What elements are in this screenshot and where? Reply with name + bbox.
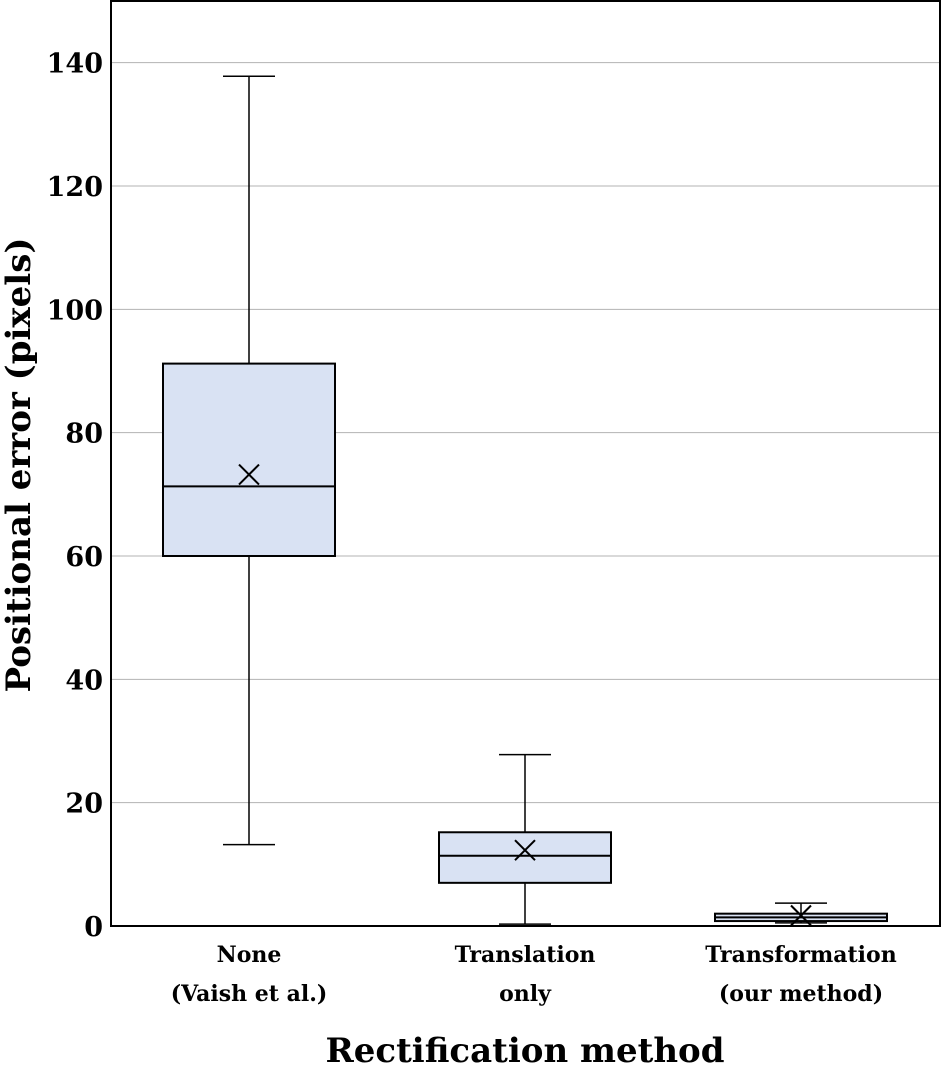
y-tick-label: 40 <box>65 665 103 696</box>
x-category-label-line2: only <box>499 981 552 1007</box>
mean-marker <box>238 463 260 486</box>
box-group <box>438 753 612 925</box>
box-group <box>714 902 888 927</box>
y-tick-labels: 0 20 40 60 80 100 120 140 <box>47 49 103 943</box>
mean-marker <box>514 839 536 861</box>
box-group <box>162 75 336 846</box>
mean-marker-stroke <box>514 839 536 861</box>
iqr-box <box>438 831 612 884</box>
mean-marker-stroke <box>238 463 260 486</box>
x-category-label-line2: (our method) <box>719 981 883 1007</box>
y-tick-label: 80 <box>65 419 103 450</box>
x-category-label-line1: None <box>217 942 282 968</box>
y-tick-label: 140 <box>47 49 103 80</box>
x-category-label-line2: (Vaish et al.) <box>171 981 328 1007</box>
box-series <box>162 75 888 927</box>
y-tick-label: 60 <box>65 542 103 573</box>
x-axis-title: Rectification method <box>325 1031 724 1065</box>
mean-marker-stroke <box>790 904 812 927</box>
x-category-labels: None (Vaish et al.) Translation only Transfo… <box>171 942 897 1007</box>
y-tick-label: 100 <box>47 295 103 326</box>
x-category-label-line1: Translation <box>455 942 596 968</box>
y-tick-label: 0 <box>84 912 103 943</box>
y-tick-label: 120 <box>47 172 103 203</box>
mean-marker <box>790 904 812 927</box>
y-axis-title: Positional error (pixels) <box>0 238 39 693</box>
plot-frame <box>110 0 941 927</box>
y-tick-label: 20 <box>65 789 103 820</box>
x-category-label-line1: Transformation <box>705 942 896 968</box>
iqr-box <box>162 362 336 557</box>
